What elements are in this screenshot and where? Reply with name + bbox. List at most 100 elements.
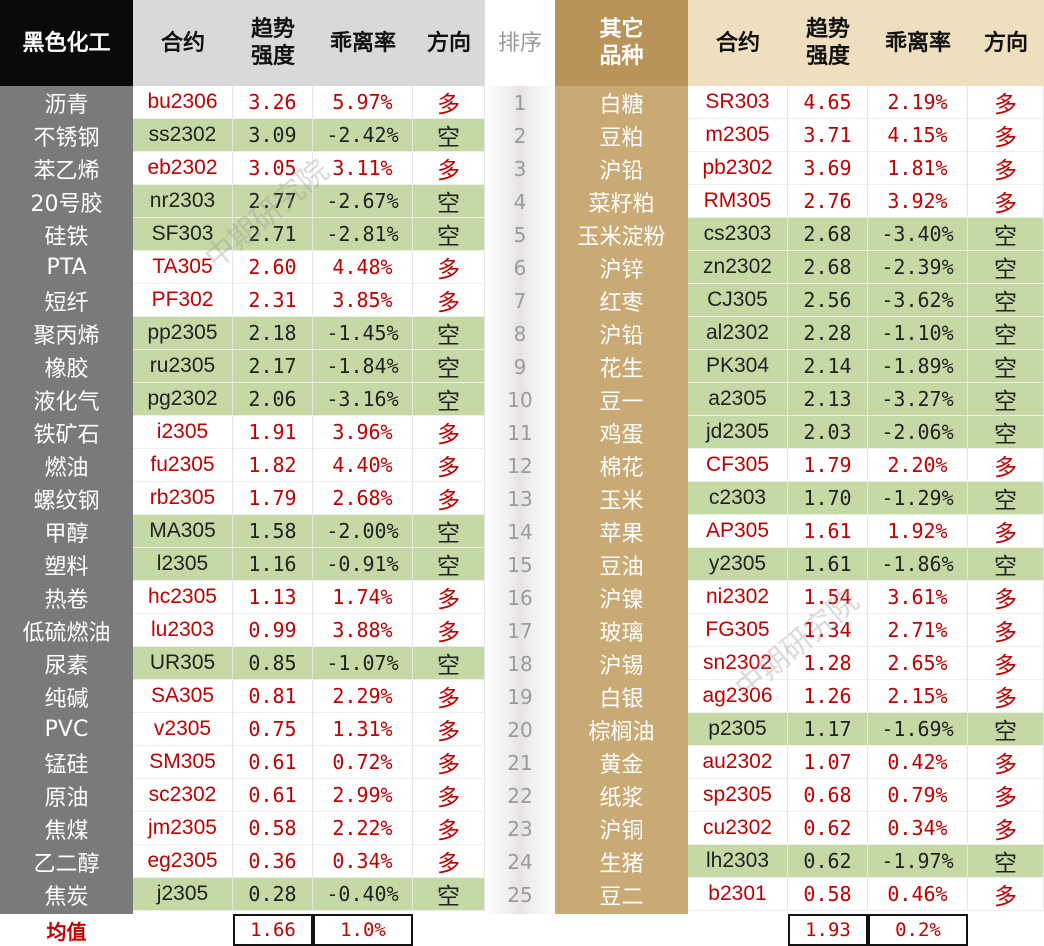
left-contract-code: sc2302 — [133, 779, 233, 812]
left-direction: 空 — [413, 878, 485, 911]
left-product-name: 不锈钢 — [33, 125, 100, 151]
right-product-name: 沪镍 — [599, 587, 644, 613]
table-body: 沥青 bu2306 3.26 5.97% 多 1 白糖 SR303 4.65 2.19% 多不锈钢 s… — [0, 86, 1044, 911]
right-contract-code: FG305 — [688, 614, 788, 647]
right-deviation-rate: 3.61% — [868, 581, 968, 614]
right-deviation-rate: -1.97% — [868, 845, 968, 878]
rank-number: 4 — [513, 189, 527, 214]
left-direction: 多 — [413, 152, 485, 185]
right-deviation-rate: 4.15% — [868, 119, 968, 152]
right-contract-code: CF305 — [688, 449, 788, 482]
left-deviation-rate: 3.96% — [313, 416, 413, 449]
rank-number: 13 — [507, 486, 533, 511]
right-direction: 空 — [968, 218, 1044, 251]
left-product-name: 橡胶 — [44, 356, 89, 382]
right-trend-strength: 2.28 — [788, 317, 868, 350]
left-deviation-rate: 5.97% — [313, 86, 413, 119]
left-contract-code: v2305 — [133, 713, 233, 746]
right-trend-strength: 1.61 — [788, 548, 868, 581]
left-product-name: 苯乙烯 — [33, 158, 100, 184]
left-direction: 多 — [413, 713, 485, 746]
left-trend-strength: 0.28 — [233, 878, 313, 911]
left-contract-code: hc2305 — [133, 581, 233, 614]
right-direction: 空 — [968, 713, 1044, 746]
right-product-name: 玉米 — [599, 488, 644, 514]
left-product-name: 20号胶 — [30, 191, 103, 217]
right-direction: 空 — [968, 416, 1044, 449]
left-contract-code: ru2305 — [133, 350, 233, 383]
left-trend-strength: 0.81 — [233, 680, 313, 713]
right-contract-code: au2302 — [688, 746, 788, 779]
right-product-name: 红枣 — [599, 290, 644, 316]
left-direction: 多 — [413, 581, 485, 614]
right-direction: 多 — [968, 152, 1044, 185]
header-trend-line2: 强度 — [805, 44, 850, 69]
right-deviation-rate: 0.42% — [868, 746, 968, 779]
left-contract-code: lu2303 — [133, 614, 233, 647]
right-contract-code: RM305 — [688, 185, 788, 218]
right-product-name: 沪锡 — [599, 653, 644, 679]
left-deviation-rate: 2.99% — [313, 779, 413, 812]
right-direction: 多 — [968, 185, 1044, 218]
left-trend-strength: 0.58 — [233, 812, 313, 845]
right-direction: 多 — [968, 86, 1044, 119]
right-product-name: 玉米淀粉 — [577, 224, 666, 250]
left-product-name: 锰硅 — [44, 752, 89, 778]
right-category-column — [555, 86, 688, 914]
left-direction: 多 — [413, 251, 485, 284]
header-right-deviation: 乖离率 — [868, 0, 968, 86]
right-deviation-rate: -1.10% — [868, 317, 968, 350]
header-left-category: 黑色化工 — [0, 0, 133, 86]
left-contract-code: i2305 — [133, 416, 233, 449]
left-trend-strength: 2.18 — [233, 317, 313, 350]
left-deviation-rate: -2.42% — [313, 119, 413, 152]
right-product-name: 豆油 — [599, 554, 644, 580]
right-product-name: 菜籽粕 — [588, 191, 655, 217]
left-trend-strength: 3.26 — [233, 86, 313, 119]
right-contract-code: ag2306 — [688, 680, 788, 713]
left-product-name: 热卷 — [44, 587, 89, 613]
left-trend-strength: 2.31 — [233, 284, 313, 317]
left-direction: 多 — [413, 779, 485, 812]
table-row: 铁矿石 i2305 1.91 3.96% 多 11 鸡蛋 jd2305 2.03 -2.06% 空 — [0, 416, 1044, 449]
header-right-direction: 方向 — [968, 0, 1044, 86]
right-contract-code: zn2302 — [688, 251, 788, 284]
left-direction: 多 — [413, 416, 485, 449]
table-row: 低硫燃油 lu2303 0.99 3.88% 多 17 玻璃 FG305 1.34 2.71% 多 — [0, 614, 1044, 647]
rank-number: 3 — [513, 156, 527, 181]
left-direction: 多 — [413, 746, 485, 779]
right-direction: 空 — [968, 383, 1044, 416]
right-direction: 多 — [968, 746, 1044, 779]
right-deviation-rate: 1.81% — [868, 152, 968, 185]
left-direction: 空 — [413, 515, 485, 548]
rank-number: 1 — [513, 90, 527, 115]
left-contract-code: TA305 — [133, 251, 233, 284]
left-deviation-rate: -3.16% — [313, 383, 413, 416]
right-deviation-rate: -3.27% — [868, 383, 968, 416]
right-trend-strength: 0.58 — [788, 878, 868, 911]
left-deviation-rate: -2.67% — [313, 185, 413, 218]
right-product-name: 沪铅 — [599, 323, 644, 349]
right-direction: 空 — [968, 482, 1044, 515]
right-deviation-rate: 2.20% — [868, 449, 968, 482]
table-row: 硅铁 SF303 2.71 -2.81% 空 5 玉米淀粉 cs2303 2.68 -3.40% 空 — [0, 218, 1044, 251]
right-contract-code: pb2302 — [688, 152, 788, 185]
left-product-name: 聚丙烯 — [33, 323, 100, 349]
right-direction: 多 — [968, 515, 1044, 548]
table-row: 燃油 fu2305 1.82 4.40% 多 12 棉花 CF305 1.79 2.20% 多 — [0, 449, 1044, 482]
right-deviation-rate: 2.19% — [868, 86, 968, 119]
right-product-name: 沪铅 — [599, 158, 644, 184]
table-row: 焦炭 j2305 0.28 -0.40% 空 25 豆二 b2301 0.58 0.46% 多 — [0, 878, 1044, 911]
left-contract-code: j2305 — [133, 878, 233, 911]
rank-number: 24 — [507, 849, 533, 874]
right-deviation-rate: 0.79% — [868, 779, 968, 812]
left-direction: 多 — [413, 812, 485, 845]
table-row: 螺纹钢 rb2305 1.79 2.68% 多 13 玉米 c2303 1.70 -1.29% 空 — [0, 482, 1044, 515]
header-left-trend-strength: 趋势 强度 — [233, 0, 313, 86]
right-trend-strength: 1.26 — [788, 680, 868, 713]
left-contract-code: nr2303 — [133, 185, 233, 218]
left-trend-strength: 0.85 — [233, 647, 313, 680]
header-right-trend-strength: 趋势 强度 — [788, 0, 868, 86]
left-contract-code: fu2305 — [133, 449, 233, 482]
table-row: 塑料 l2305 1.16 -0.91% 空 15 豆油 y2305 1.61 -1.86% 空 — [0, 548, 1044, 581]
